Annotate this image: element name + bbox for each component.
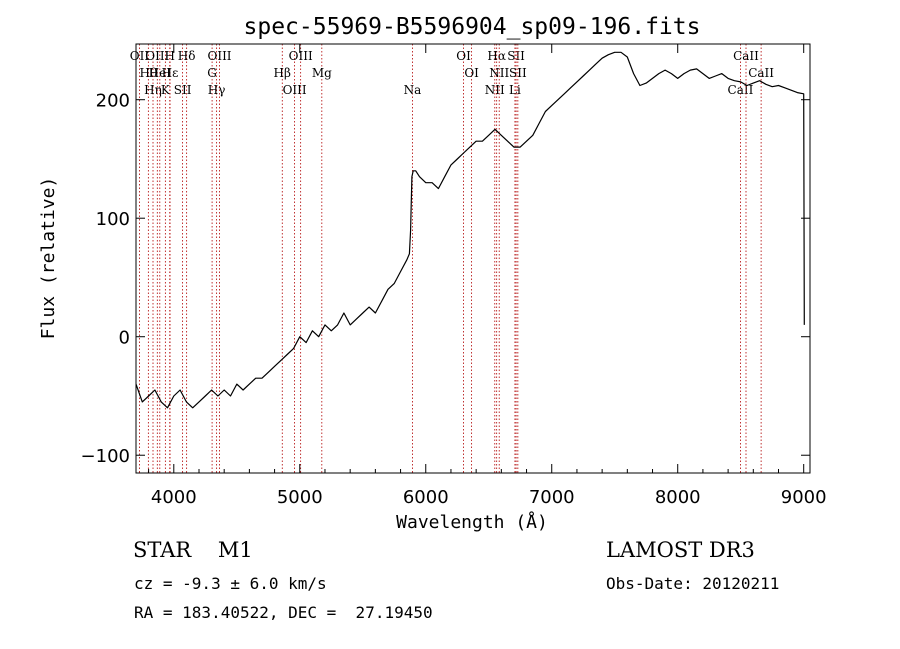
line-label: OII [130,49,150,63]
axes-group: 4000 5000 6000 7000 8000 9000 −100 0 100 200 [81,44,827,508]
line-label: SII [507,49,525,63]
series-group [135,51,805,409]
line-annotations: OIIHθHηOIIIHeIKHHεSIIHδGHγOIIIHβOIIIOIII… [130,44,774,473]
line-label: NII [485,83,505,97]
chart-title: spec-55969-B5596904_sp09-196.fits [244,14,701,40]
line-label: Na [404,83,422,97]
x-tick-label: 5000 [277,487,323,508]
y-axis-label: Flux (relative) [38,177,59,340]
y-tick-label: −100 [81,446,130,467]
line-label: OI [464,66,479,80]
y-tick-label: 200 [96,91,130,112]
line-label: G [207,66,217,80]
series-flux-line [135,51,805,409]
x-tick-label: 7000 [529,487,575,508]
y-tick-label: 0 [119,328,130,349]
line-label: NII [489,66,509,80]
y-tick-label: 100 [96,209,130,230]
line-label: SII [174,83,192,97]
line-label: Mg [312,66,332,80]
plot-frame [135,43,811,474]
line-label: Hδ [178,49,196,63]
x-tick-label: 4000 [151,487,197,508]
line-label: CaII [748,66,774,80]
x-axis-label: Wavelength (Å) [396,511,548,533]
line-label: Hη [144,83,162,97]
line-label: OIII [283,83,307,97]
line-label: Li [509,83,521,97]
object-class: STAR M1 [133,538,253,562]
line-label: CaII [733,49,759,63]
x-tick-label: 6000 [403,487,449,508]
line-label: OIII [289,49,313,63]
line-label: K [161,83,171,97]
redshift-line: cz = -9.3 ± 6.0 km/s [134,574,327,593]
line-label: OIII [207,49,231,63]
line-label: CaII [728,83,754,97]
line-label: SII [509,66,527,80]
survey-label: LAMOST DR3 [606,538,755,562]
line-label: OIII [145,49,169,63]
line-label: Hε [162,66,179,80]
obs-date: Obs-Date: 20120211 [606,574,780,593]
line-label: OI [456,49,471,63]
x-tick-label: 9000 [781,487,827,508]
line-label: Hβ [274,66,291,80]
x-tick-label: 8000 [655,487,701,508]
line-label: Hα [487,49,506,63]
line-label: Hγ [208,83,226,97]
coordinates: RA = 183.40522, DEC = 27.19450 [134,603,433,622]
